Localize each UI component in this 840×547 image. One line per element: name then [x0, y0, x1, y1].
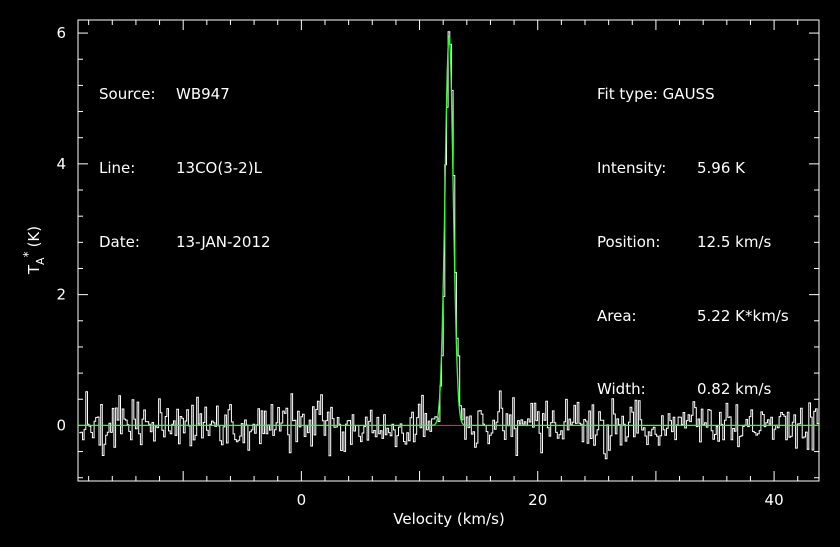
y-axis-label-sub: A	[34, 257, 47, 265]
y-axis-label-main: T	[25, 264, 43, 275]
x-tick-label: 40	[765, 491, 784, 509]
fit-row-area: Area: 5.22 K*km/s	[597, 304, 789, 329]
fit-key: Intensity:	[597, 158, 667, 177]
fit-row-width: Width: 0.82 km/s	[597, 377, 789, 402]
fit-key: Area:	[597, 306, 637, 325]
fit-value: 5.22 K*km/s	[697, 306, 789, 325]
info-left: Source: WB947 Line: 13CO(3-2)L Date: 13-JAN…	[99, 33, 271, 279]
info-right: Fit type: GAUSS Intensity: 5.96 K Positio…	[597, 33, 789, 427]
y-axis-label: TA* (K)	[21, 226, 47, 275]
fit-row-position: Position: 12.5 km/s	[597, 230, 789, 255]
fit-key: Width:	[597, 380, 646, 399]
y-axis-label-unit: (K)	[25, 226, 43, 248]
fit-row-intensity: Intensity: 5.96 K	[597, 156, 789, 181]
info-row-source: Source: WB947	[99, 82, 271, 107]
x-tick-label: 20	[528, 491, 547, 509]
fit-key: Position:	[597, 232, 661, 251]
gauss-fit-line	[78, 35, 819, 427]
info-value: WB947	[176, 85, 230, 104]
fit-value: 12.5 km/s	[697, 232, 772, 251]
fit-value: 5.96 K	[697, 158, 746, 177]
info-row-line: Line: 13CO(3-2)L	[99, 156, 271, 181]
info-row-date: Date: 13-JAN-2012	[99, 230, 271, 255]
spectrum-line	[79, 31, 819, 460]
y-axis-label-sup: *	[21, 251, 35, 257]
y-tick-label: 6	[56, 24, 66, 42]
info-value: 13-JAN-2012	[176, 232, 271, 251]
fit-type: Fit type: GAUSS	[597, 85, 715, 104]
info-key: Source:	[99, 85, 156, 104]
x-tick-label: 0	[297, 491, 307, 509]
svg-text:TA*(K): TA* (K)	[21, 226, 47, 275]
y-tick-label: 2	[56, 286, 66, 304]
y-tick-label: 4	[56, 155, 66, 173]
x-axis-label: Velocity (km/s)	[393, 510, 504, 528]
info-key: Line:	[99, 158, 136, 177]
y-tick-label: 0	[56, 416, 66, 434]
fit-value: 0.82 km/s	[697, 380, 772, 399]
info-value: 13CO(3-2)L	[176, 158, 262, 177]
plot-frame	[77, 19, 820, 482]
info-key: Date:	[99, 232, 140, 251]
